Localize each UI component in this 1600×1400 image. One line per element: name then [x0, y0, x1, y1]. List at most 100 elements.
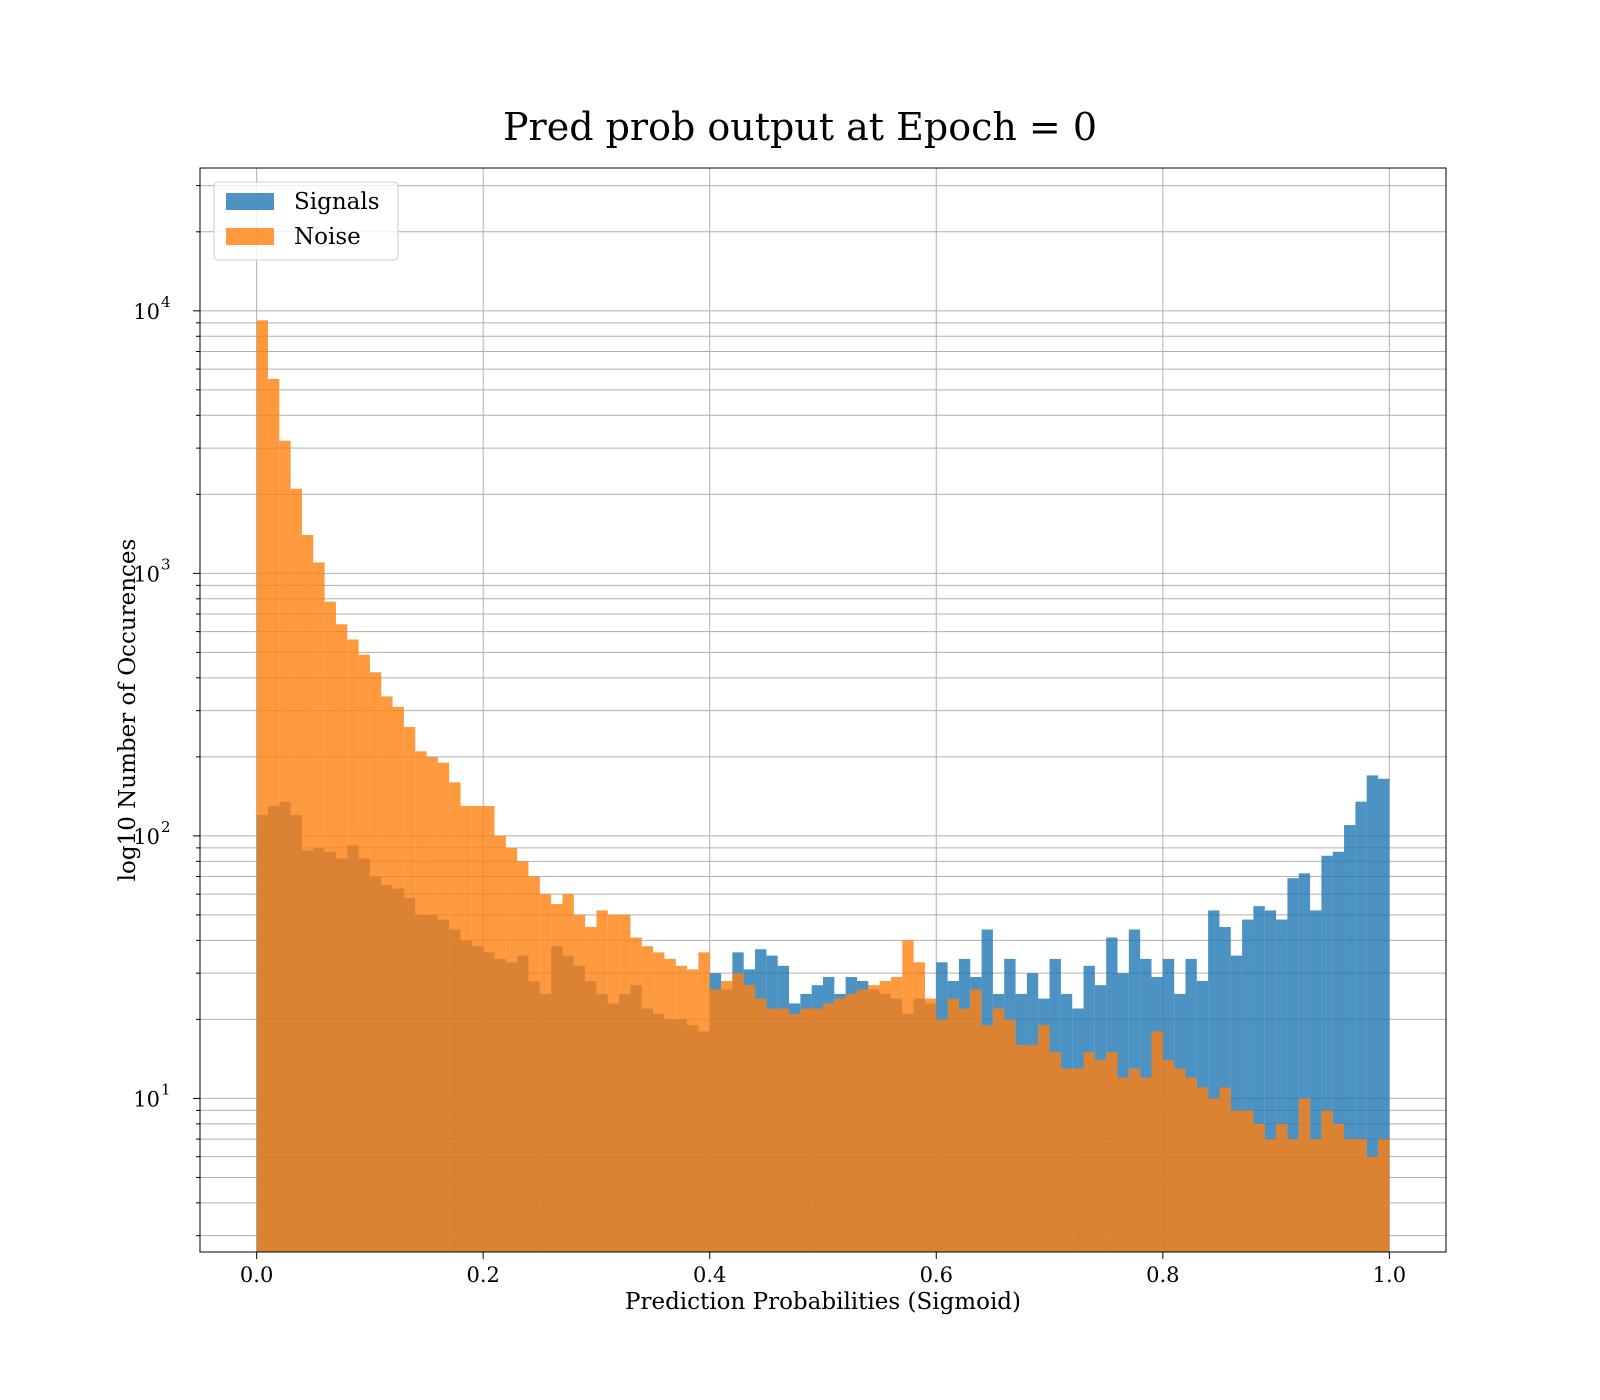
x-tick-label: 0.2: [466, 1263, 499, 1287]
bar-noise: [460, 805, 472, 1252]
bar-noise: [653, 952, 665, 1252]
y-tick-label: 10: [133, 300, 160, 324]
bar-noise: [1117, 1077, 1129, 1252]
bar-noise: [505, 847, 518, 1252]
bar-noise: [947, 998, 959, 1252]
bar-noise: [1253, 1123, 1265, 1252]
bar-noise: [1321, 1110, 1333, 1252]
bar-noise: [766, 1008, 778, 1252]
bar-noise: [426, 756, 438, 1252]
bar-noise: [1140, 1077, 1152, 1252]
y-tick-label: 10: [133, 562, 160, 586]
bar-noise: [902, 940, 914, 1252]
bar-noise: [358, 654, 370, 1252]
bar-noise: [551, 904, 563, 1252]
bar-noise: [1004, 1019, 1016, 1252]
bar-noise: [381, 696, 393, 1252]
y-axis-label: log10 Number of Occurences: [115, 539, 141, 882]
bar-noise: [1378, 1139, 1390, 1252]
bar-noise: [1083, 1052, 1095, 1252]
bar-noise: [562, 894, 574, 1252]
bar-noise: [1060, 1068, 1073, 1252]
bar-noise: [675, 965, 688, 1252]
bar-noise: [1287, 1139, 1299, 1252]
bar-noise: [324, 601, 336, 1252]
bar-noise: [755, 998, 767, 1252]
bar-noise: [992, 1008, 1005, 1252]
bar-noise: [1264, 1139, 1277, 1252]
x-tick-label: 0.8: [1146, 1263, 1179, 1287]
bar-noise: [890, 977, 903, 1252]
bar-noise: [1332, 1123, 1345, 1252]
bar-signals: [1332, 851, 1345, 1252]
bar-noise: [970, 989, 982, 1252]
bar-noise: [641, 946, 654, 1252]
bar-noise: [607, 914, 620, 1252]
x-tick-label: 0.0: [240, 1263, 273, 1287]
bar-noise: [1196, 1087, 1209, 1252]
bar-noise: [573, 914, 586, 1252]
bar-noise: [1310, 1139, 1322, 1252]
bar-noise: [539, 894, 552, 1252]
bar-noise: [517, 861, 529, 1252]
bar-noise: [528, 876, 540, 1252]
bar-signals: [1321, 855, 1333, 1252]
bar-noise: [619, 914, 631, 1252]
legend-swatch-signals: [226, 193, 274, 210]
bar-noise: [1242, 1110, 1254, 1252]
legend: Signals Noise: [213, 181, 399, 261]
bar-noise: [687, 969, 699, 1252]
bar-noise: [856, 989, 869, 1252]
y-tick-exponent: 1: [161, 1080, 171, 1098]
bar-noise: [868, 985, 880, 1252]
bar-noise: [913, 962, 925, 1252]
bar-noise: [981, 1025, 993, 1252]
bar-signals: [1344, 825, 1356, 1252]
y-tick-exponent: 4: [161, 293, 171, 311]
bar-noise: [630, 937, 642, 1252]
bar-noise: [1208, 1098, 1220, 1252]
bar-noise: [494, 835, 506, 1252]
bar-noise: [449, 782, 461, 1252]
bar-noise: [437, 762, 450, 1252]
bar-noise: [709, 989, 722, 1252]
bar-noise: [811, 1008, 823, 1252]
bar-signals: [1230, 955, 1243, 1252]
bar-noise: [369, 672, 382, 1252]
bar-noise: [1355, 1139, 1367, 1252]
y-tick-label: 10: [133, 825, 160, 849]
bar-noise: [290, 488, 302, 1252]
histogram-bars: [256, 320, 1390, 1252]
legend-swatch-noise: [226, 228, 274, 245]
bar-noise: [279, 440, 291, 1252]
bar-noise: [936, 1019, 948, 1252]
bar-noise: [335, 624, 348, 1252]
chart-title: Pred prob output at Epoch = 0: [503, 105, 1097, 149]
bar-noise: [1219, 1087, 1231, 1252]
bar-noise: [1106, 1052, 1118, 1252]
bar-noise: [471, 805, 484, 1252]
bar-noise: [392, 706, 404, 1252]
bar-noise: [1072, 1068, 1084, 1252]
legend-label-signals: Signals: [294, 189, 380, 215]
y-tick-exponent: 3: [161, 555, 171, 573]
bar-signals: [1253, 906, 1265, 1252]
plot-area-frame: [199, 167, 1447, 1253]
bar-noise: [879, 981, 891, 1252]
bar-signals: [1276, 919, 1288, 1252]
bar-noise: [1015, 1044, 1027, 1252]
bar-noise: [1174, 1068, 1186, 1252]
bar-noise: [1038, 1025, 1050, 1252]
x-axis-ticks: 0.0 0.2 0.4 0.6 0.8 1.0: [240, 1252, 1406, 1287]
bar-noise: [743, 985, 756, 1252]
bar-noise: [1094, 1060, 1107, 1252]
bar-signals: [1287, 878, 1299, 1252]
x-axis-label: Prediction Probabilities (Sigmoid): [625, 1289, 1021, 1315]
bar-noise: [596, 910, 608, 1252]
bar-noise: [267, 378, 280, 1252]
bar-noise: [415, 751, 427, 1252]
y-tick-label: 10: [133, 1087, 160, 1111]
y-tick-exponent: 2: [161, 818, 171, 836]
